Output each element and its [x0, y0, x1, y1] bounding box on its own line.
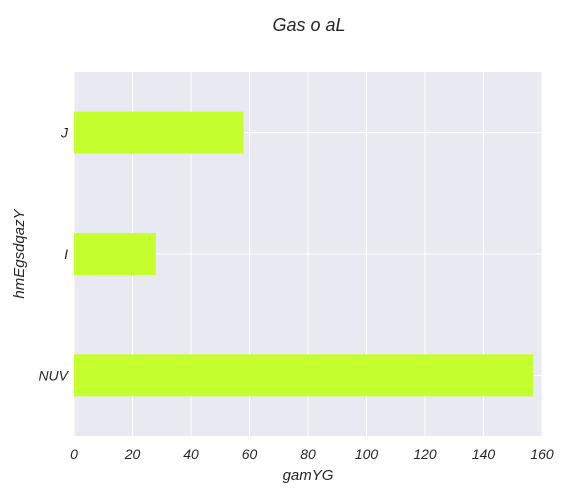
y-tick-label: I — [64, 246, 68, 262]
y-tick-label: NUV — [38, 367, 69, 383]
x-tick-label: 120 — [413, 446, 437, 462]
bar-nuv — [74, 354, 534, 397]
bar-i — [74, 233, 156, 275]
bar-j — [74, 111, 244, 154]
x-tick-label: 0 — [70, 446, 78, 462]
y-axis-label: hmEgsdqazY — [11, 208, 28, 298]
x-tick-label: 20 — [124, 446, 141, 462]
x-tick-label: 40 — [183, 446, 199, 462]
x-tick-label: 140 — [472, 446, 496, 462]
chart-title: Gas o aL — [272, 15, 345, 35]
x-tick-label: 160 — [530, 446, 554, 462]
x-tick-label: 100 — [355, 446, 379, 462]
y-tick-labels: NUV I J — [38, 125, 69, 384]
x-tick-label: 60 — [242, 446, 258, 462]
x-tick-labels: 0 20 40 60 80 100 120 140 160 — [70, 446, 554, 462]
x-axis-label: gamYG — [283, 467, 334, 484]
y-tick-label: J — [60, 125, 69, 141]
x-tick-label: 80 — [300, 446, 316, 462]
bars — [74, 111, 534, 397]
